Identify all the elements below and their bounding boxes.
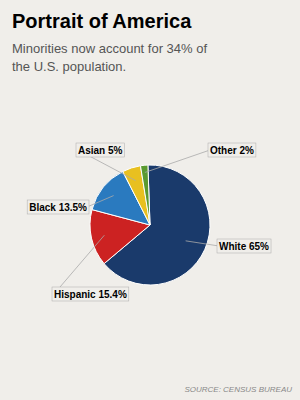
leader-line [87,196,114,207]
data-label: Hispanic 15.4% [54,289,127,300]
title: Portrait of America [12,10,191,33]
data-label: Black 13.5% [29,202,87,213]
subtitle: Minorities now account for 34% of the U.… [12,40,207,76]
label-box [52,287,129,301]
leader-line [54,235,104,294]
data-label: White 65% [219,241,269,252]
annotation: Asian 5% [76,143,135,181]
data-label: Asian 5% [78,145,123,156]
leader-line [145,150,210,172]
pie-slice [140,165,150,225]
annotation: Black 13.5% [27,196,113,214]
pie-slice [123,166,150,225]
leader-line [186,241,219,246]
label-box [217,239,271,253]
annotation: Other 2% [145,143,256,172]
chart: White 65% Hispanic 15.4% Black 13.5% Asian … [0,0,300,400]
labels: White 65% Hispanic 15.4% Black 13.5% Asian … [27,143,271,301]
source: SOURCE: CENSUS BUREAU [184,385,292,394]
annotation: Hispanic 15.4% [52,235,129,301]
pie [90,165,210,285]
label-box [76,143,124,157]
data-label: Other 2% [210,145,254,156]
annotation: White 65% [186,239,271,253]
label-box [208,143,256,157]
label-box [27,200,89,214]
